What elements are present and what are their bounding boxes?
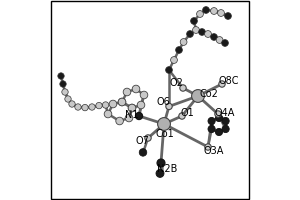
Circle shape (158, 118, 170, 130)
Circle shape (75, 104, 81, 110)
Circle shape (222, 40, 228, 46)
Circle shape (132, 85, 140, 93)
Circle shape (135, 112, 142, 120)
Text: O7: O7 (135, 136, 149, 146)
Circle shape (219, 81, 225, 87)
Circle shape (104, 110, 112, 118)
Circle shape (102, 102, 109, 108)
Circle shape (222, 125, 229, 133)
Circle shape (128, 104, 136, 112)
Circle shape (166, 67, 172, 73)
Circle shape (157, 159, 165, 167)
Circle shape (193, 27, 200, 33)
Circle shape (205, 144, 211, 150)
Circle shape (208, 125, 215, 133)
Circle shape (222, 117, 229, 125)
Circle shape (171, 57, 177, 63)
Circle shape (145, 135, 151, 141)
Circle shape (180, 85, 186, 91)
Circle shape (211, 8, 218, 14)
Text: Co2: Co2 (200, 89, 218, 99)
Circle shape (179, 113, 185, 119)
Circle shape (225, 13, 231, 19)
Text: O6: O6 (156, 97, 170, 107)
Circle shape (140, 91, 148, 99)
Circle shape (69, 101, 75, 107)
Circle shape (125, 114, 133, 122)
Circle shape (96, 102, 102, 109)
Circle shape (215, 114, 223, 122)
Circle shape (65, 96, 71, 102)
Circle shape (109, 100, 117, 108)
Circle shape (118, 98, 126, 106)
Circle shape (176, 47, 182, 53)
Circle shape (205, 31, 212, 37)
Circle shape (118, 98, 126, 106)
Text: Co1: Co1 (156, 129, 174, 139)
Circle shape (196, 11, 203, 17)
Circle shape (211, 34, 218, 40)
Circle shape (218, 10, 224, 16)
Circle shape (128, 104, 136, 112)
Circle shape (215, 111, 221, 117)
Circle shape (89, 104, 95, 110)
Text: O3A: O3A (204, 146, 224, 156)
Circle shape (216, 37, 223, 43)
Circle shape (190, 18, 197, 24)
Text: N2B: N2B (157, 164, 177, 174)
Circle shape (187, 31, 194, 37)
Text: O8C: O8C (219, 76, 239, 86)
Circle shape (82, 104, 88, 111)
Text: N1: N1 (125, 110, 138, 120)
Circle shape (166, 103, 172, 110)
Text: O4A: O4A (215, 108, 235, 118)
Circle shape (180, 39, 187, 45)
Circle shape (137, 101, 145, 109)
Circle shape (123, 88, 131, 96)
Circle shape (215, 128, 223, 136)
Circle shape (199, 29, 206, 35)
Circle shape (202, 7, 209, 13)
Circle shape (58, 73, 64, 79)
Text: O1: O1 (180, 108, 194, 118)
Circle shape (62, 89, 68, 95)
Circle shape (208, 117, 215, 125)
Circle shape (60, 81, 66, 87)
Circle shape (156, 169, 164, 177)
Circle shape (192, 90, 204, 102)
Circle shape (139, 149, 147, 156)
Circle shape (116, 117, 123, 125)
Text: O2: O2 (170, 78, 184, 88)
